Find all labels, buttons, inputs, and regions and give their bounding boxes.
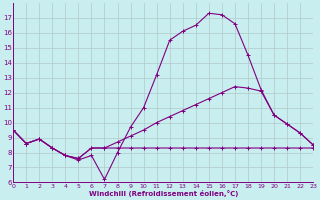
X-axis label: Windchill (Refroidissement éolien,°C): Windchill (Refroidissement éolien,°C) [89, 190, 238, 197]
